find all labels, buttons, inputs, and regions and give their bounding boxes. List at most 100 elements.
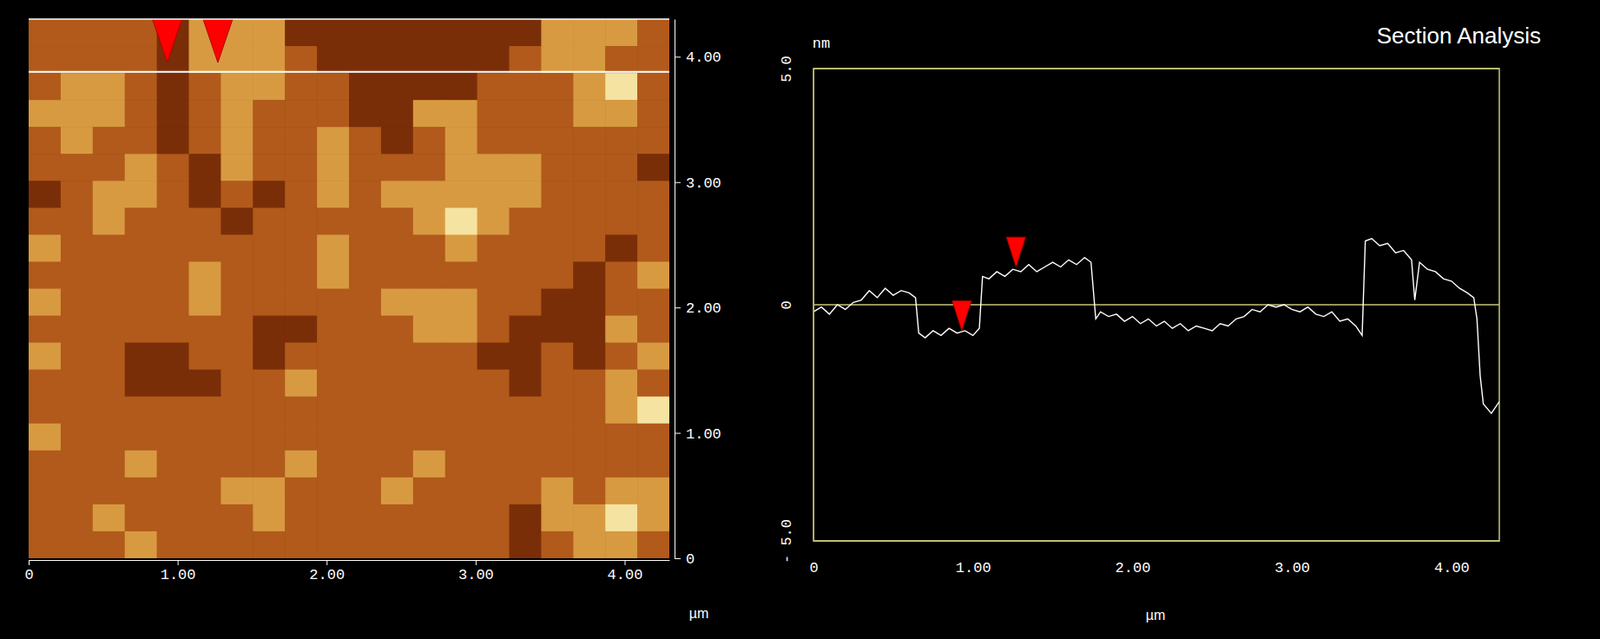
heatmap-cell bbox=[637, 234, 670, 263]
heatmap-cell bbox=[60, 531, 94, 559]
heatmap-cell bbox=[540, 504, 574, 533]
heatmap-cell bbox=[252, 46, 286, 74]
heatmap-cell bbox=[445, 423, 479, 452]
heatmap-cell bbox=[445, 342, 479, 371]
tick-label: 3.00 bbox=[1274, 559, 1311, 577]
heatmap-cell bbox=[540, 234, 574, 263]
heatmap-cell bbox=[509, 396, 543, 425]
tick: 3.00 bbox=[1274, 540, 1311, 577]
heatmap-cell bbox=[157, 99, 191, 128]
heatmap-cell bbox=[284, 153, 318, 182]
heatmap-cell bbox=[477, 153, 511, 182]
heatmap-cell bbox=[413, 450, 447, 479]
heatmap-cell bbox=[572, 46, 606, 74]
heatmap-cell bbox=[637, 477, 670, 506]
heatmap-cell bbox=[284, 261, 318, 290]
heatmap-cell bbox=[605, 180, 639, 209]
heatmap-cell bbox=[445, 99, 479, 128]
heatmap-cell bbox=[445, 153, 479, 182]
heatmap-cell bbox=[28, 19, 62, 47]
heatmap-cell bbox=[284, 19, 318, 47]
heatmap-cell bbox=[60, 72, 94, 101]
heatmap-cell bbox=[477, 234, 511, 263]
heatmap-cell bbox=[316, 369, 350, 398]
heatmap-cell bbox=[572, 316, 606, 344]
tick-mark bbox=[674, 558, 681, 560]
tick-mark bbox=[475, 559, 477, 566]
heatmap-cell bbox=[92, 261, 126, 290]
heatmap-cell bbox=[60, 234, 94, 263]
tick-mark bbox=[674, 182, 681, 184]
heatmap-cell bbox=[413, 19, 447, 47]
heatmap-cell bbox=[157, 46, 191, 74]
heatmap-cell bbox=[348, 126, 382, 155]
axis-line bbox=[29, 559, 671, 561]
heatmap-cell bbox=[220, 99, 254, 128]
heatmap-cell bbox=[605, 234, 639, 263]
heatmap-cell bbox=[252, 342, 286, 371]
y-axis: - 5.005.0 bbox=[778, 55, 815, 564]
heatmap-cell bbox=[477, 450, 511, 479]
tick-label: 3.00 bbox=[458, 566, 494, 584]
heatmap-cell bbox=[381, 261, 415, 290]
heatmap-cell bbox=[477, 504, 511, 533]
heatmap-cell bbox=[220, 72, 254, 101]
heatmap-cell bbox=[445, 450, 479, 479]
heatmap-cell bbox=[125, 153, 159, 182]
heatmap-cell bbox=[252, 126, 286, 155]
heatmap-cell bbox=[381, 180, 415, 209]
heatmap-cell bbox=[157, 289, 191, 317]
heatmap-cell bbox=[220, 180, 254, 209]
heatmap-cell bbox=[125, 531, 159, 559]
heatmap-cell bbox=[92, 19, 126, 47]
heatmap-cell bbox=[189, 289, 223, 317]
section-marker bbox=[1006, 237, 1026, 267]
heatmap-cell bbox=[381, 19, 415, 47]
heatmap-cell bbox=[28, 450, 62, 479]
tick-mark bbox=[326, 559, 328, 566]
heatmap-cell bbox=[28, 153, 62, 182]
heatmap-cell bbox=[125, 261, 159, 290]
heatmap-cell bbox=[509, 207, 543, 236]
heatmap-cell bbox=[316, 46, 350, 74]
tick-label: 1.00 bbox=[160, 566, 197, 584]
heatmap-cell bbox=[28, 261, 62, 290]
heatmap-cell bbox=[413, 234, 447, 263]
heatmap-cell bbox=[189, 180, 223, 209]
tick: 2.00 bbox=[309, 559, 345, 584]
heatmap-cell bbox=[572, 450, 606, 479]
tick-label: 0 bbox=[24, 566, 33, 584]
heatmap-cell bbox=[220, 369, 254, 398]
grid-line bbox=[813, 539, 1500, 542]
heatmap-cell bbox=[252, 396, 286, 425]
heatmap-cell bbox=[28, 46, 62, 74]
heatmap-cell bbox=[509, 369, 543, 398]
heatmap-cell bbox=[413, 342, 447, 371]
heatmap-cell bbox=[572, 99, 606, 128]
heatmap-cell bbox=[60, 316, 94, 344]
heatmap-cell bbox=[381, 396, 415, 425]
tick: 0 bbox=[778, 300, 814, 310]
heatmap-cell bbox=[540, 423, 574, 452]
heatmap-cell bbox=[316, 450, 350, 479]
heatmap-cell bbox=[28, 207, 62, 236]
heatmap-cell bbox=[284, 423, 318, 452]
heatmap-cell bbox=[189, 504, 223, 533]
heatmap-cell bbox=[637, 19, 670, 47]
heatmap-cell bbox=[284, 126, 318, 155]
heatmap-cell bbox=[540, 153, 574, 182]
heatmap-cell bbox=[445, 504, 479, 533]
heatmap-cell bbox=[28, 504, 62, 533]
heatmap-cell bbox=[157, 316, 191, 344]
heatmap-cell bbox=[637, 316, 670, 344]
heatmap-cell bbox=[413, 180, 447, 209]
heatmap-cell bbox=[92, 153, 126, 182]
heatmap-cell bbox=[445, 46, 479, 74]
tick-mark bbox=[674, 433, 681, 435]
heatmap-cell bbox=[60, 477, 94, 506]
tick: 1.00 bbox=[955, 540, 992, 577]
heatmap-cell bbox=[381, 46, 415, 74]
heatmap-cell bbox=[477, 19, 511, 47]
heatmap-cell bbox=[540, 316, 574, 344]
heatmap-cell bbox=[413, 531, 447, 559]
